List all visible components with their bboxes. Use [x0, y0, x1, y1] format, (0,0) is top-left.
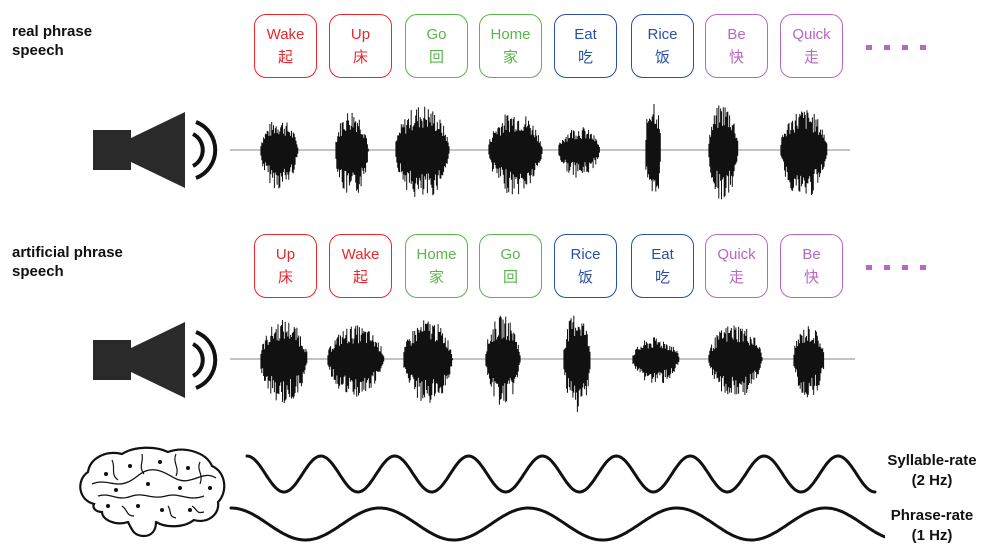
syllable-english: Eat [574, 26, 597, 43]
syllable-chinese: 快 [728, 48, 744, 66]
syllable-chinese: 回 [502, 268, 518, 286]
waveform-burst [260, 315, 825, 413]
continuation-dots [866, 45, 926, 51]
syllable-box: Be 快 [780, 234, 843, 298]
dot [902, 265, 908, 270]
syllable-english: Quick [792, 26, 831, 43]
syllable-english: Home [490, 26, 531, 43]
syllable-chinese: 快 [803, 268, 819, 286]
phrase-rate-label: Phrase-rate (1 Hz) [867, 506, 997, 546]
syllable-english: Up [350, 26, 371, 43]
phrase-rate-wave [229, 506, 885, 542]
syllable-chinese: 走 [728, 268, 744, 286]
syllable-box: Up 床 [329, 14, 392, 78]
dot [866, 45, 872, 50]
syllable-box: Go 回 [405, 14, 468, 78]
syllable-box: Be 快 [705, 14, 768, 78]
syllable-rate-label: Syllable-rate (2 Hz) [867, 451, 997, 491]
syllable-english: Be [727, 26, 746, 43]
syllable-english: Go [426, 26, 447, 43]
syllable-chinese: 吃 [577, 48, 593, 66]
syllable-english: Wake [266, 26, 305, 43]
syllable-english: Eat [651, 246, 674, 263]
syllable-chinese: 起 [277, 48, 293, 66]
syllable-box: Rice 饭 [631, 14, 694, 78]
dot [866, 265, 872, 270]
waveform-burst [260, 104, 828, 200]
syllable-english: Up [275, 246, 296, 263]
dot [884, 265, 890, 270]
syllable-english: Rice [570, 246, 601, 263]
syllable-chinese: 床 [277, 268, 293, 286]
continuation-dots [866, 265, 926, 271]
syllable-box: Eat 吃 [631, 234, 694, 298]
syllable-english: Wake [341, 246, 380, 263]
syllable-english: Quick [717, 246, 756, 263]
syllable-english: Rice [647, 26, 678, 43]
phrase-rate-frequency: (1 Hz) [911, 527, 953, 544]
syllable-chinese: 饭 [654, 48, 670, 66]
real-phrase-label: real phrase speech [12, 23, 93, 59]
syllable-box: Quick 走 [780, 14, 843, 78]
syllable-rate-title: Syllable-rate [887, 452, 977, 469]
syllable-chinese: 吃 [654, 268, 670, 286]
syllable-box: Wake 起 [254, 14, 317, 78]
syllable-english: Be [802, 246, 821, 263]
speech-waveform-artificial [230, 315, 855, 413]
syllable-box: Eat 吃 [554, 14, 617, 78]
syllable-box: Up 床 [254, 234, 317, 298]
syllable-english: Go [500, 246, 521, 263]
neural-oscillations [229, 454, 885, 542]
syllable-box: Home 家 [479, 14, 542, 78]
syllable-chinese: 回 [428, 48, 444, 66]
syllable-box: Quick 走 [705, 234, 768, 298]
speaker-icon [93, 112, 218, 188]
phrase-rate-title: Phrase-rate [890, 507, 974, 524]
syllable-chinese: 饭 [577, 268, 593, 286]
dot [902, 45, 908, 50]
syllable-chinese: 家 [502, 48, 518, 66]
syllable-rate-wave [245, 454, 877, 494]
speech-waveform-real [230, 104, 850, 200]
syllable-chinese: 家 [428, 268, 444, 286]
dot [884, 45, 890, 50]
syllable-box: Rice 饭 [554, 234, 617, 298]
syllable-rate-frequency: (2 Hz) [911, 472, 953, 489]
dot [920, 265, 926, 270]
syllable-box: Wake 起 [329, 234, 392, 298]
syllable-english: Home [416, 246, 457, 263]
syllable-chinese: 走 [803, 48, 819, 66]
speaker-icon [93, 322, 218, 398]
syllable-chinese: 起 [352, 268, 368, 286]
artificial-phrase-label: artificial phrase speech [12, 244, 123, 280]
brain-icon [79, 446, 226, 538]
syllable-box: Go 回 [479, 234, 542, 298]
dot [920, 45, 926, 50]
syllable-chinese: 床 [352, 48, 368, 66]
syllable-box: Home 家 [405, 234, 468, 298]
